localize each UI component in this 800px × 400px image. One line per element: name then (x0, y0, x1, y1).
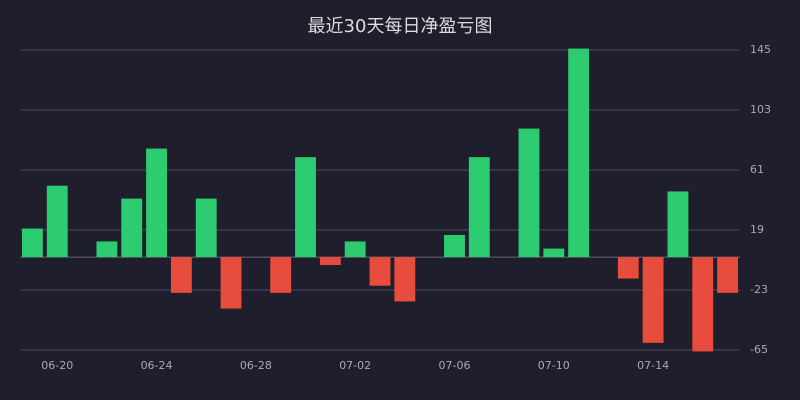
x-tick-label: 07-14 (637, 359, 669, 372)
x-tick-label: 06-28 (240, 359, 272, 372)
bar (170, 257, 192, 293)
bar (394, 257, 416, 302)
bar (468, 157, 490, 258)
y-tick-label: -23 (750, 283, 768, 296)
bar (220, 257, 242, 309)
bar (270, 257, 292, 293)
bar (46, 185, 68, 258)
y-tick-label: 19 (750, 223, 764, 236)
bar (617, 257, 639, 279)
x-tick-label: 06-24 (141, 359, 173, 372)
bar (295, 157, 316, 258)
bar (195, 198, 217, 258)
bar (96, 241, 118, 258)
y-tick-label: -65 (750, 343, 768, 356)
bar (21, 228, 43, 258)
x-tick-label: 07-10 (538, 359, 570, 372)
bar (444, 235, 465, 258)
y-tick-label: 145 (750, 43, 771, 56)
bar (344, 241, 366, 258)
bar (568, 48, 590, 258)
bar (543, 248, 565, 258)
bar (319, 257, 341, 265)
bar (121, 198, 143, 258)
bar (717, 257, 739, 293)
x-tick-label: 07-02 (339, 359, 371, 372)
x-tick-label: 06-20 (41, 359, 73, 372)
bar (667, 191, 689, 258)
bar (518, 128, 540, 258)
bar (692, 257, 714, 352)
bar (369, 257, 391, 286)
y-tick-label: 61 (750, 163, 764, 176)
y-tick-label: 103 (750, 103, 771, 116)
bar (642, 257, 664, 343)
chart-title: 最近30天每日净盈亏图 (308, 16, 493, 37)
x-tick-label: 07-06 (438, 359, 470, 372)
bar (146, 148, 167, 258)
